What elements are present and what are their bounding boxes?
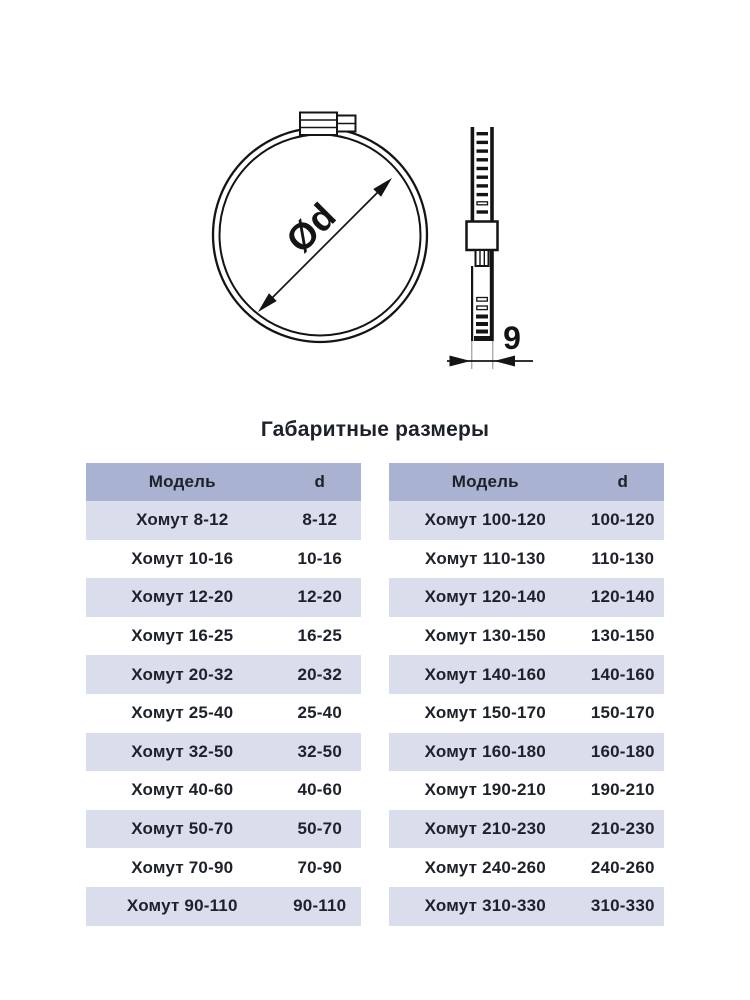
model-cell: Хомут 40-60 bbox=[131, 780, 234, 800]
d-cell: 16-25 bbox=[297, 626, 342, 646]
model-cell: Хомут 12-20 bbox=[131, 587, 234, 607]
clamp-side-view: 9 bbox=[447, 127, 533, 369]
band-perforations-lower bbox=[474, 296, 490, 341]
table-row: Хомут 10-16 10-16 bbox=[86, 539, 361, 579]
table-row: Хомут 100-120 100-120 bbox=[389, 501, 664, 540]
d-cell: 160-180 bbox=[590, 741, 655, 761]
model-cell: Хомут 10-16 bbox=[131, 548, 234, 568]
dimension-tables: Модель d Хомут 8-12 8-12 Хомут 10-16 10-16 Хом… bbox=[86, 463, 664, 926]
dimensions-table-right: Модель d Хомут 100-120 100-120 Хомут 110-130… bbox=[389, 463, 664, 926]
clamp-technical-drawing: Ød bbox=[211, 111, 533, 369]
table-row: Хомут 8-12 8-12 bbox=[86, 501, 361, 540]
model-cell: Хомут 190-210 bbox=[424, 780, 546, 800]
model-cell: Хомут 50-70 bbox=[131, 819, 234, 839]
model-cell: Хомут 20-32 bbox=[131, 664, 234, 684]
d-cell: 150-170 bbox=[590, 703, 655, 723]
worm-drive-housing bbox=[299, 111, 357, 136]
clamp-front-view: Ød bbox=[211, 111, 429, 344]
model-cell: Хомут 310-330 bbox=[424, 896, 546, 916]
table-row: Хомут 210-230 210-230 bbox=[389, 809, 664, 849]
table-row: Хомут 40-60 40-60 bbox=[86, 771, 361, 810]
table-row: Хомут 130-150 130-150 bbox=[389, 616, 664, 656]
d-cell: 130-150 bbox=[590, 626, 655, 646]
model-cell: Хомут 110-130 bbox=[425, 548, 546, 568]
table-row: Хомут 20-32 20-32 bbox=[86, 655, 361, 694]
band-width-dimension bbox=[447, 341, 533, 369]
table-row: Хомут 32-50 32-50 bbox=[86, 732, 361, 772]
table-header-row: Модель d bbox=[389, 463, 664, 501]
d-cell: 120-140 bbox=[590, 587, 655, 607]
d-cell: 32-50 bbox=[297, 741, 342, 761]
model-cell: Хомут 100-120 bbox=[424, 510, 546, 530]
d-column-header: d bbox=[617, 472, 629, 491]
table-row: Хомут 90-110 90-110 bbox=[86, 886, 361, 926]
diameter-label: Ød bbox=[278, 195, 343, 260]
model-column-header: Модель bbox=[451, 472, 519, 491]
model-cell: Хомут 70-90 bbox=[131, 857, 234, 877]
band-perforations-upper bbox=[476, 132, 489, 214]
housing-side bbox=[465, 220, 499, 252]
model-column-header: Модель bbox=[148, 472, 216, 491]
table-header-row: Модель d bbox=[86, 463, 361, 501]
table-row: Хомут 140-160 140-160 bbox=[389, 655, 664, 694]
dimensions-table-left: Модель d Хомут 8-12 8-12 Хомут 10-16 10-16 Хом… bbox=[86, 463, 361, 926]
table-row: Хомут 25-40 25-40 bbox=[86, 693, 361, 733]
d-cell: 70-90 bbox=[297, 857, 342, 877]
model-cell: Хомут 8-12 bbox=[136, 510, 229, 530]
diameter-dimension-arrow bbox=[258, 178, 392, 312]
table-row: Хомут 12-20 12-20 bbox=[86, 578, 361, 617]
table-row: Хомут 150-170 150-170 bbox=[389, 693, 664, 733]
model-cell: Хомут 150-170 bbox=[424, 703, 546, 723]
d-cell: 10-16 bbox=[297, 548, 342, 568]
table-row: Хомут 240-260 240-260 bbox=[389, 848, 664, 887]
d-cell: 25-40 bbox=[297, 703, 342, 723]
model-cell: Хомут 210-230 bbox=[424, 819, 546, 839]
table-row: Хомут 70-90 70-90 bbox=[86, 848, 361, 887]
model-cell: Хомут 130-150 bbox=[424, 626, 546, 646]
model-cell: Хомут 25-40 bbox=[131, 703, 234, 723]
d-cell: 310-330 bbox=[590, 896, 655, 916]
table-row: Хомут 16-25 16-25 bbox=[86, 616, 361, 656]
d-column-header: d bbox=[314, 472, 326, 491]
table-row: Хомут 110-130 110-130 bbox=[389, 539, 664, 579]
d-cell: 40-60 bbox=[297, 780, 342, 800]
model-cell: Хомут 240-260 bbox=[424, 857, 546, 877]
d-cell: 240-260 bbox=[590, 857, 655, 877]
model-cell: Хомут 140-160 bbox=[424, 664, 546, 684]
model-cell: Хомут 32-50 bbox=[131, 741, 234, 761]
model-cell: Хомут 90-110 bbox=[126, 896, 238, 916]
table-row: Хомут 50-70 50-70 bbox=[86, 809, 361, 849]
d-cell: 110-130 bbox=[591, 548, 655, 568]
d-cell: 210-230 bbox=[590, 819, 655, 839]
table-row: Хомут 160-180 160-180 bbox=[389, 732, 664, 772]
d-cell: 50-70 bbox=[297, 819, 342, 839]
d-cell: 90-110 bbox=[293, 896, 347, 916]
d-cell: 100-120 bbox=[590, 510, 655, 530]
band-width-label: 9 bbox=[503, 320, 521, 356]
model-cell: Хомут 120-140 bbox=[424, 587, 546, 607]
model-cell: Хомут 160-180 bbox=[424, 741, 546, 761]
table-row: Хомут 310-330 310-330 bbox=[389, 886, 664, 926]
screw-shaft bbox=[474, 249, 490, 267]
d-cell: 12-20 bbox=[297, 587, 342, 607]
model-cell: Хомут 16-25 bbox=[131, 626, 234, 646]
d-cell: 8-12 bbox=[302, 510, 338, 530]
table-row: Хомут 190-210 190-210 bbox=[389, 771, 664, 810]
d-cell: 140-160 bbox=[590, 664, 655, 684]
table-row: Хомут 120-140 120-140 bbox=[389, 578, 664, 617]
section-title: Габаритные размеры bbox=[260, 418, 490, 441]
d-cell: 190-210 bbox=[590, 780, 655, 800]
d-cell: 20-32 bbox=[297, 664, 342, 684]
